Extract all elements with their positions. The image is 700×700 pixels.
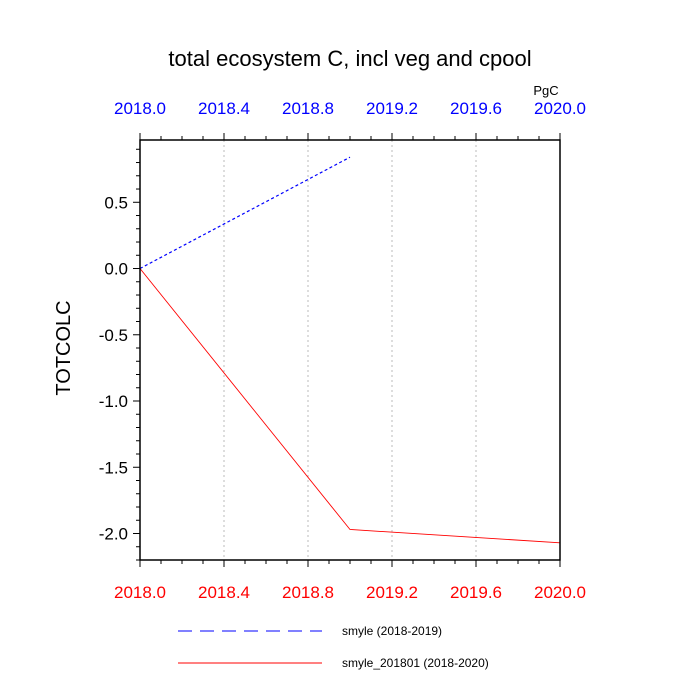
y-tick-label: -0.5 (99, 326, 128, 345)
x-top-tick-label: 2018.4 (198, 99, 250, 118)
x-tick-label: 2018.4 (198, 583, 250, 602)
series-line (139, 268, 561, 544)
x-tick-label: 2019.2 (366, 583, 418, 602)
series-line (139, 156, 351, 270)
y-tick-label: -1.5 (99, 458, 128, 477)
x-tick-label: 2018.0 (114, 583, 166, 602)
x-tick-label: 2018.8 (282, 583, 334, 602)
y-axis-label: TOTCOLC (53, 300, 75, 395)
y-tick-label: -1.0 (99, 392, 128, 411)
legend-label: smyle_201801 (2018-2020) (342, 656, 489, 670)
plot-frame (139, 139, 561, 561)
x-tick-label: 2020.0 (534, 583, 586, 602)
y-tick-label: -2.0 (99, 525, 128, 544)
y-axis: 0.5 0.0 -0.5 -1.0 -1.5 -2.0 (99, 148, 140, 561)
y-tick-label: 0.0 (104, 260, 128, 279)
chart-title: total ecosystem C, incl veg and cpool (168, 46, 531, 71)
x-top-tick-label: 2018.8 (282, 99, 334, 118)
series-group (139, 156, 561, 544)
y-tick-label: 0.5 (104, 193, 128, 212)
x-axis-bottom: 2018.0 2018.4 2018.8 2019.2 2019.6 2020.0 (114, 560, 586, 602)
x-top-tick-label: 2019.6 (450, 99, 502, 118)
grid (223, 140, 477, 560)
x-axis-top: 2018.0 2018.4 2018.8 2019.2 2019.6 2020.0 (114, 99, 586, 140)
legend-label: smyle (2018-2019) (342, 624, 442, 638)
x-tick-label: 2019.6 (450, 583, 502, 602)
units-label: PgC (533, 83, 558, 98)
x-top-tick-label: 2019.2 (366, 99, 418, 118)
x-top-tick-label: 2018.0 (114, 99, 166, 118)
x-top-tick-label: 2020.0 (534, 99, 586, 118)
legend: smyle (2018-2019) smyle_201801 (2018-2020… (178, 624, 489, 670)
